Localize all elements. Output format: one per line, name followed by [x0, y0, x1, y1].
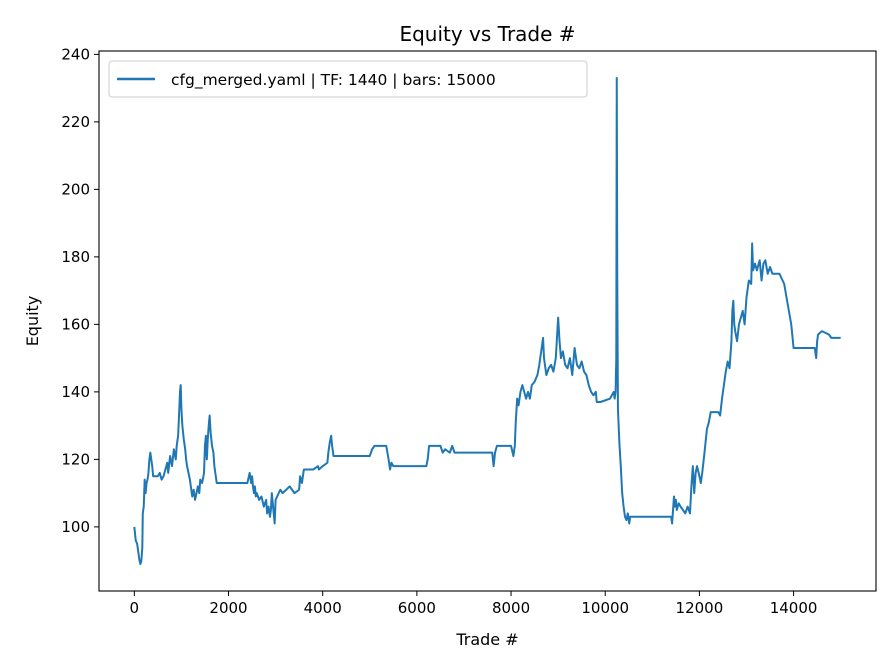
y-tick-label: 180: [61, 248, 90, 266]
y-tick-label: 220: [61, 113, 90, 131]
x-tick-label: 2000: [209, 599, 247, 617]
y-tick-label: 140: [61, 383, 90, 401]
plot-area: 0 2000 4000 6000 8000 10000 12000 14000 100 120 14…: [61, 45, 877, 617]
x-tick-label: 0: [130, 599, 140, 617]
legend-box: [108, 60, 588, 98]
x-tick-label: 12000: [676, 599, 724, 617]
x-tick-label: 8000: [492, 599, 530, 617]
axes-frame: [98, 50, 877, 592]
y-tick-label: 160: [61, 315, 90, 333]
x-tick-label: 14000: [770, 599, 818, 617]
legend: cfg_merged.yaml | TF: 1440 | bars: 15000: [108, 60, 588, 98]
y-tick-label: 120: [61, 450, 90, 468]
series-line-0: [133, 77, 841, 565]
x-tick-label: 6000: [398, 599, 436, 617]
chart-title: Equity vs Trade #: [399, 22, 575, 46]
y-tick-label: 100: [61, 518, 90, 536]
y-tick-label: 240: [61, 45, 90, 63]
y-tick-label: 200: [61, 180, 90, 198]
legend-entry-label: cfg_merged.yaml | TF: 1440 | bars: 15000: [171, 71, 496, 90]
y-axis-label: Equity: [23, 296, 42, 347]
x-tick-label: 10000: [581, 599, 629, 617]
x-tick-label: 4000: [304, 599, 342, 617]
x-axis-label: Trade #: [455, 630, 518, 649]
